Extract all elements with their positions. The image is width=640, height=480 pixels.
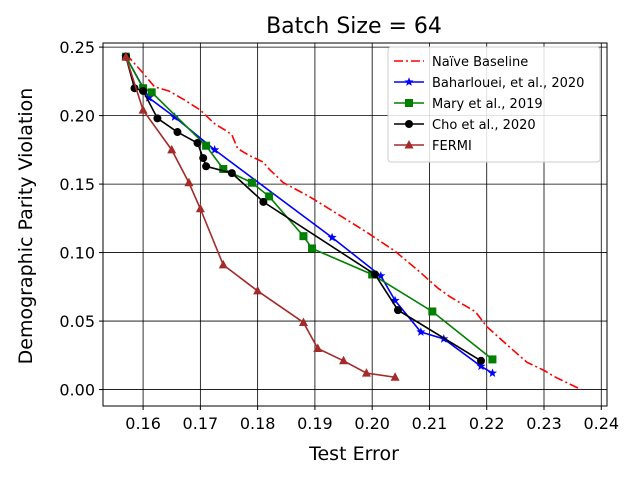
legend-label: Cho et al., 2020 (432, 118, 536, 133)
x-tick-label: 0.23 (526, 414, 562, 433)
plot-frame (102, 42, 608, 407)
y-tick-label: 0.15 (59, 175, 95, 194)
y-tick-label: 0.00 (59, 381, 95, 400)
x-tick-label: 0.21 (412, 414, 448, 433)
x-tick-label: 0.19 (297, 414, 333, 433)
x-axis-title: Test Error (308, 443, 399, 465)
data-point (259, 197, 268, 206)
data-point (184, 177, 194, 187)
data-point (218, 259, 228, 269)
legend-marker (405, 120, 413, 128)
data-point (144, 92, 154, 102)
plot-series (121, 51, 582, 391)
y-axis-title: Demographic Parity Violation (15, 88, 37, 365)
y-tick-label: 0.25 (59, 38, 95, 57)
x-tick-label: 0.18 (240, 414, 276, 433)
legend: Naïve Baseline Baharlouei, et al., 2020 Ma… (387, 46, 601, 163)
data-point (487, 368, 498, 378)
y-tick-label: 0.05 (59, 312, 95, 331)
data-point (153, 114, 162, 123)
x-tick-label: 0.16 (125, 414, 161, 433)
data-point (476, 361, 486, 371)
data-point (210, 145, 220, 154)
legend-label: Baharlouei, et al., 2020 (432, 76, 584, 91)
data-point (147, 88, 156, 97)
series-line (125, 56, 396, 379)
x-tick-label: 0.22 (469, 414, 505, 433)
axis-ticks: 0.16 0.17 0.18 0.19 0.20 0.21 0.22 0.23 0.24 0.00… (59, 38, 619, 433)
legend-marker (404, 77, 414, 86)
data-point (327, 232, 337, 242)
y-tick-label: 0.20 (59, 107, 95, 126)
legend-label: Mary et al., 2019 (432, 97, 543, 112)
data-point (202, 162, 211, 171)
data-point (313, 343, 323, 352)
data-point (376, 271, 386, 280)
data-point (173, 128, 182, 137)
data-point (477, 356, 485, 365)
series-fermi (121, 51, 400, 381)
data-point (393, 306, 402, 315)
data-point (265, 192, 274, 201)
x-tick-label: 0.20 (354, 414, 390, 433)
data-point (219, 165, 228, 174)
data-point (199, 154, 208, 163)
chart-title: Batch Size = 64 (266, 14, 442, 39)
data-point (195, 203, 205, 213)
data-point (371, 270, 380, 279)
data-point (247, 178, 256, 187)
data-point (428, 307, 437, 316)
data-point (193, 138, 202, 147)
y-tick-label: 0.10 (59, 244, 95, 263)
data-point (298, 317, 308, 326)
legend-marker (405, 99, 413, 107)
data-point (390, 372, 400, 381)
legend-marker (404, 140, 414, 149)
data-point (390, 295, 400, 305)
data-point (121, 51, 131, 61)
data-point (227, 169, 236, 178)
x-tick-label: 0.17 (183, 414, 219, 433)
data-point (170, 112, 180, 121)
series-line (125, 53, 582, 391)
series-na-ve-baseline (125, 53, 582, 391)
data-point (416, 327, 426, 336)
data-point (202, 141, 211, 150)
legend-label: FERMI (432, 139, 472, 154)
data-point (339, 355, 349, 365)
data-point (299, 232, 308, 241)
legend-label: Naïve Baseline (432, 55, 528, 70)
x-tick-label: 0.24 (583, 414, 619, 433)
data-point (308, 244, 317, 253)
data-point (488, 355, 497, 364)
legend-box (387, 46, 601, 163)
data-point (167, 144, 177, 154)
data-point (139, 86, 148, 95)
data-point (253, 285, 263, 295)
data-point (138, 105, 148, 114)
series-cho-et-al-2020 (121, 52, 485, 365)
data-point (361, 368, 371, 377)
